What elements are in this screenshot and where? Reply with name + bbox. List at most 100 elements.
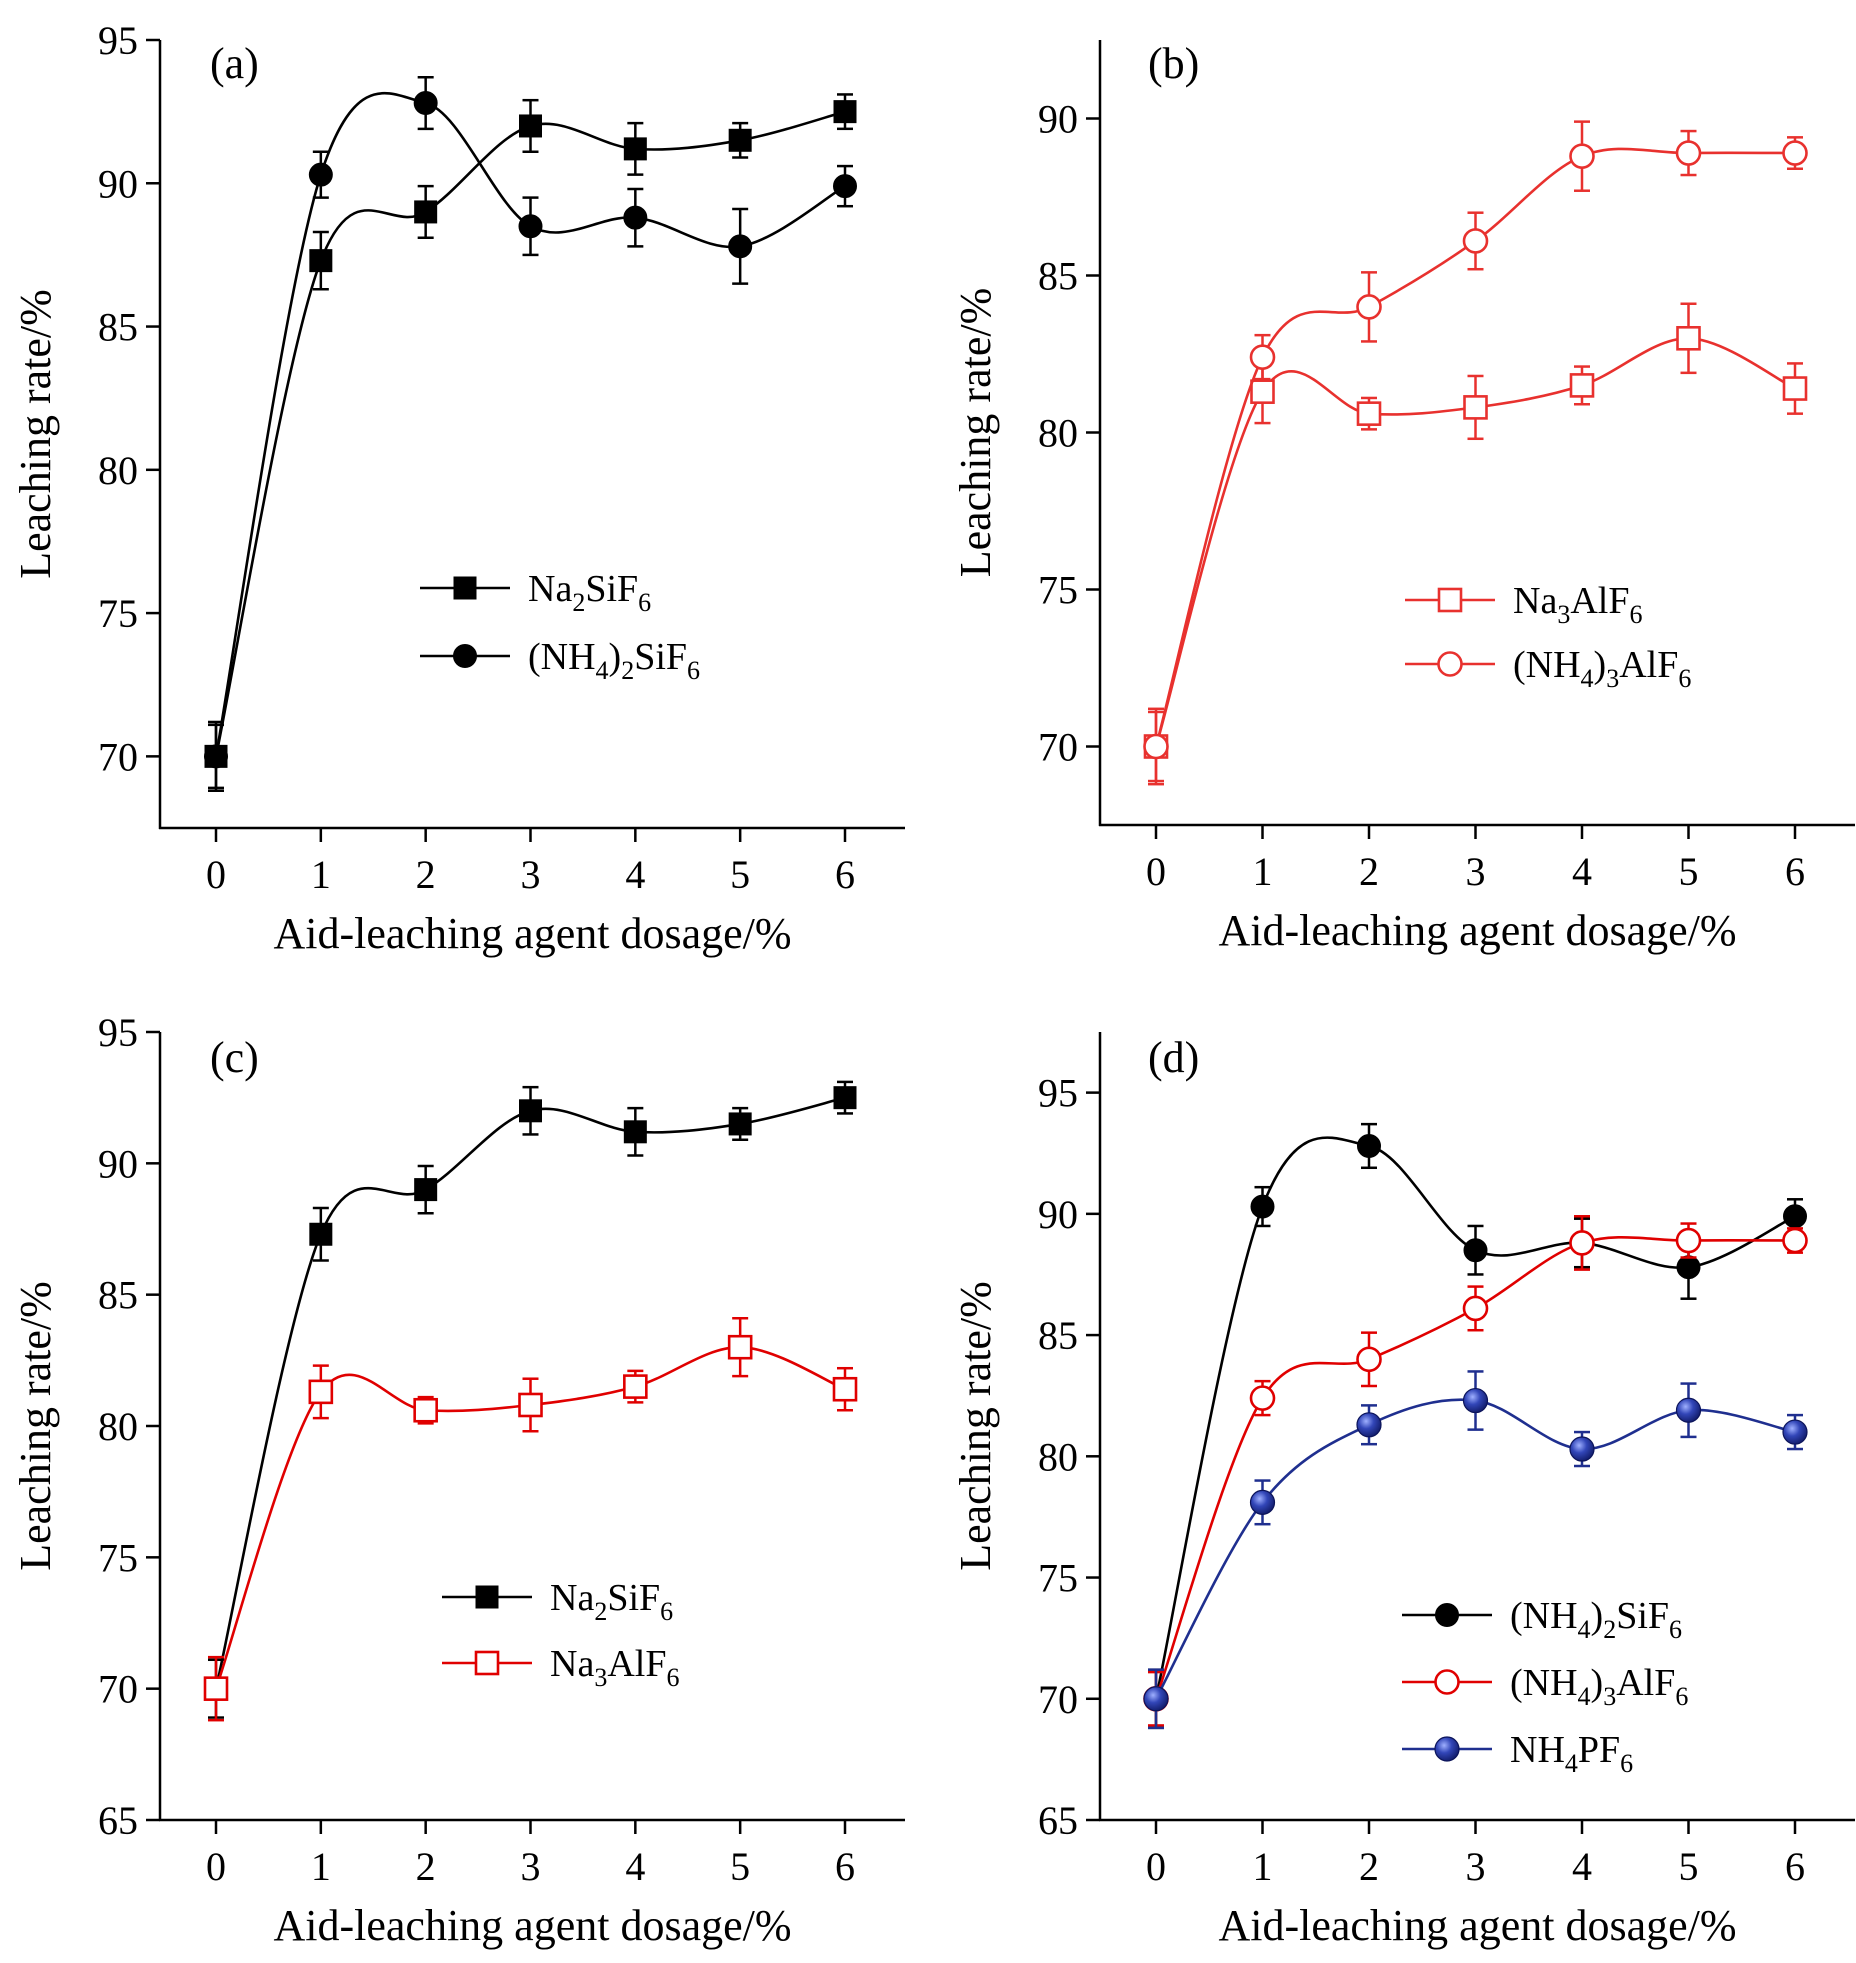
y-axis-title: Leaching rate/% (11, 1281, 60, 1571)
legend-entry: Na3AlF6 (1405, 580, 1642, 629)
data-point (413, 1397, 438, 1423)
y-tick-label: 95 (98, 18, 138, 63)
x-tick-label: 0 (1146, 849, 1166, 894)
y-tick-label: 70 (98, 1667, 138, 1712)
x-tick-label: 5 (730, 1844, 750, 1889)
data-point (1250, 1194, 1275, 1219)
x-tick-label: 1 (311, 852, 331, 897)
legend-entry: (NH4)3AlF6 (1402, 1662, 1688, 1711)
x-tick-label: 2 (1359, 849, 1379, 894)
y-axis-title: Leaching rate/% (951, 1281, 1000, 1571)
x-tick-label: 0 (206, 1844, 226, 1889)
series-0 (1143, 302, 1808, 786)
legend-marker (1437, 587, 1463, 613)
legend-entry: (NH4)2SiF6 (1402, 1595, 1682, 1644)
y-tick-label: 80 (1038, 1434, 1078, 1479)
x-tick-label: 0 (206, 852, 226, 897)
data-point (1675, 1227, 1702, 1254)
series-line (1154, 1136, 1796, 1700)
data-point (832, 1376, 858, 1402)
data-point (308, 162, 333, 187)
data-point (833, 100, 857, 124)
data-point (623, 205, 648, 230)
y-tick-label: 70 (1038, 1677, 1078, 1722)
x-tick-label: 5 (1679, 1844, 1699, 1889)
y-tick-label: 70 (98, 734, 138, 779)
x-axis-title: Aid-leaching agent dosage/% (273, 909, 791, 958)
x-tick-label: 6 (1785, 1844, 1805, 1889)
legend-entry: (NH4)3AlF6 (1405, 644, 1691, 693)
data-point (1143, 733, 1169, 760)
x-tick-label: 3 (521, 852, 541, 897)
data-point (727, 1334, 753, 1360)
legend-marker (1435, 1603, 1459, 1627)
x-tick-label: 4 (625, 1844, 645, 1889)
data-point (1569, 1230, 1595, 1256)
data-point (414, 200, 438, 224)
data-point (518, 1392, 543, 1418)
data-point (1783, 1204, 1807, 1229)
x-tick-label: 4 (1572, 1844, 1592, 1889)
data-point (1782, 1419, 1808, 1445)
data-point (1462, 228, 1489, 254)
y-tick-label: 90 (98, 1141, 138, 1186)
data-point (1143, 1686, 1169, 1712)
legend-label: (NH4)3AlF6 (1513, 644, 1691, 693)
x-tick-label: 6 (835, 852, 855, 897)
data-point (414, 1178, 438, 1202)
data-point (1462, 1387, 1489, 1414)
data-point (1675, 1397, 1702, 1423)
x-tick-label: 1 (1253, 1844, 1273, 1889)
data-point (1463, 1238, 1488, 1263)
data-point (1782, 1227, 1808, 1254)
data-point (728, 1112, 752, 1136)
x-tick-label: 1 (311, 1844, 331, 1889)
series-1 (1143, 1215, 1808, 1727)
data-point (1676, 325, 1701, 351)
series-1 (203, 1317, 858, 1722)
x-tick-label: 3 (521, 1844, 541, 1889)
legend-label: (NH4)2SiF6 (528, 636, 700, 685)
y-tick-label: 90 (1038, 97, 1078, 142)
data-point (204, 744, 228, 769)
y-axis-title: Leaching rate/% (11, 289, 60, 579)
data-point (1250, 379, 1275, 404)
series-line (214, 92, 846, 757)
data-point (1569, 143, 1595, 169)
legend-entry: (NH4)2SiF6 (420, 636, 700, 685)
legend-label: (NH4)2SiF6 (1510, 1595, 1682, 1644)
data-point (308, 1379, 334, 1405)
data-point (1782, 140, 1808, 166)
y-tick-label: 85 (98, 305, 138, 350)
series-1 (204, 76, 857, 792)
legend-entry: Na3AlF6 (442, 1643, 679, 1692)
data-point (1249, 1385, 1276, 1411)
legend-label: NH4PF6 (1510, 1729, 1633, 1778)
y-tick-label: 75 (98, 1535, 138, 1580)
y-tick-label: 90 (98, 161, 138, 206)
y-tick-label: 75 (98, 591, 138, 636)
y-tick-label: 85 (1038, 254, 1078, 299)
data-point (519, 1099, 542, 1123)
data-point (623, 1120, 647, 1144)
x-tick-label: 6 (1785, 849, 1805, 894)
x-tick-label: 2 (416, 852, 436, 897)
legend-entry: Na2SiF6 (442, 1577, 673, 1626)
legend-label: Na2SiF6 (528, 568, 651, 617)
data-point (1569, 373, 1595, 398)
data-point (1356, 401, 1382, 426)
x-tick-label: 1 (1253, 849, 1273, 894)
data-point (1356, 1412, 1382, 1438)
data-point (1462, 1295, 1489, 1322)
x-axis-title: Aid-leaching agent dosage/% (1218, 1901, 1736, 1950)
data-point (203, 1676, 229, 1701)
data-point (1249, 344, 1276, 370)
x-tick-label: 4 (1572, 849, 1592, 894)
y-tick-label: 75 (1038, 1556, 1078, 1601)
data-point (1357, 1133, 1381, 1158)
x-tick-label: 0 (1146, 1844, 1166, 1889)
y-tick-label: 85 (98, 1273, 138, 1318)
y-tick-label: 80 (98, 1404, 138, 1449)
panel-label: (b) (1148, 39, 1199, 88)
